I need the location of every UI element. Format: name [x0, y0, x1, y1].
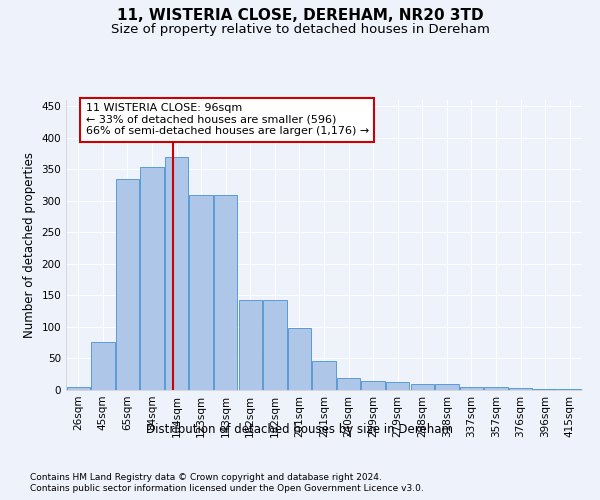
Bar	[460, 387, 483, 390]
Bar	[484, 387, 508, 390]
Bar	[509, 388, 532, 390]
Text: Distribution of detached houses by size in Dereham: Distribution of detached houses by size …	[146, 422, 454, 436]
Text: Contains public sector information licensed under the Open Government Licence v3: Contains public sector information licen…	[30, 484, 424, 493]
Bar	[140, 168, 164, 390]
Bar	[313, 361, 335, 390]
Bar	[91, 342, 115, 390]
Bar	[263, 300, 287, 390]
Text: 11, WISTERIA CLOSE, DEREHAM, NR20 3TD: 11, WISTERIA CLOSE, DEREHAM, NR20 3TD	[116, 8, 484, 22]
Bar	[337, 378, 360, 390]
Bar	[288, 328, 311, 390]
Bar	[435, 384, 458, 390]
Text: Contains HM Land Registry data © Crown copyright and database right 2024.: Contains HM Land Registry data © Crown c…	[30, 472, 382, 482]
Bar	[410, 384, 434, 390]
Bar	[190, 194, 213, 390]
Bar	[361, 380, 385, 390]
Bar	[214, 194, 238, 390]
Text: 11 WISTERIA CLOSE: 96sqm
← 33% of detached houses are smaller (596)
66% of semi-: 11 WISTERIA CLOSE: 96sqm ← 33% of detach…	[86, 103, 369, 136]
Bar	[386, 382, 409, 390]
Bar	[239, 300, 262, 390]
Bar	[67, 387, 90, 390]
Text: Size of property relative to detached houses in Dereham: Size of property relative to detached ho…	[110, 22, 490, 36]
Bar	[165, 158, 188, 390]
Bar	[116, 179, 139, 390]
Y-axis label: Number of detached properties: Number of detached properties	[23, 152, 36, 338]
